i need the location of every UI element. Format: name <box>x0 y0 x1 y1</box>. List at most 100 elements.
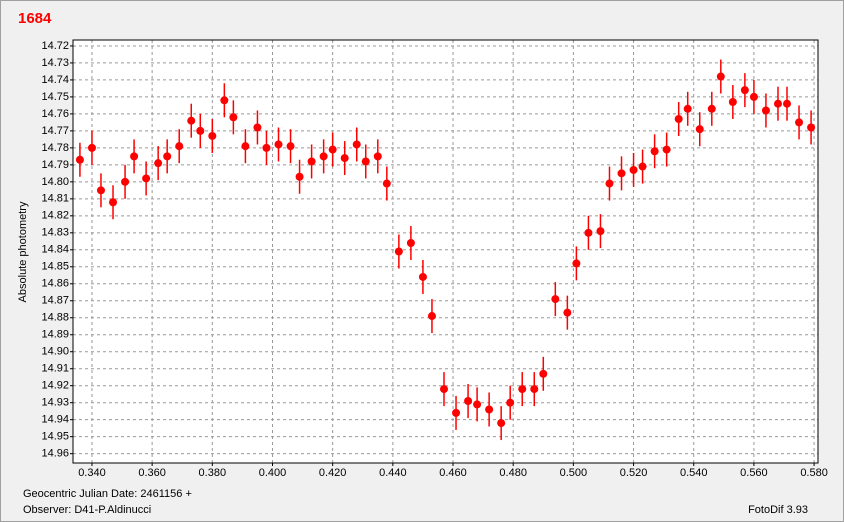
data-point <box>253 123 262 132</box>
x-tick-label: 0.460 <box>439 467 467 479</box>
observer-note: Observer: D41-P.Aldinucci <box>23 504 151 516</box>
data-point <box>773 99 782 108</box>
data-point <box>497 419 506 428</box>
y-tick-label: 14.85 <box>41 261 69 273</box>
y-tick-label: 14.80 <box>41 176 69 188</box>
data-point <box>130 152 139 161</box>
x-tick-label: 0.340 <box>78 467 106 479</box>
data-point <box>427 312 436 321</box>
y-tick-label: 14.93 <box>41 397 69 409</box>
x-tick-label: 0.400 <box>259 467 287 479</box>
data-point <box>638 162 647 171</box>
data-point <box>406 239 415 248</box>
y-tick-label: 14.82 <box>41 210 69 222</box>
y-tick-label: 14.90 <box>41 346 69 358</box>
data-point <box>229 113 238 122</box>
data-point <box>584 228 593 237</box>
data-point <box>539 369 548 378</box>
y-tick-label: 14.91 <box>41 363 69 375</box>
x-tick-label: 0.380 <box>199 467 227 479</box>
data-point <box>187 116 196 125</box>
data-point <box>352 140 361 149</box>
y-tick-label: 14.84 <box>41 244 69 256</box>
data-point <box>154 159 163 168</box>
data-point <box>274 140 283 149</box>
data-point <box>295 172 304 181</box>
data-point <box>740 86 749 95</box>
data-point <box>394 247 403 256</box>
data-point <box>452 408 461 417</box>
y-tick-label: 14.86 <box>41 278 69 290</box>
data-point <box>485 405 494 414</box>
data-point <box>807 123 816 132</box>
y-tick-label: 14.87 <box>41 295 69 307</box>
data-point <box>749 92 758 101</box>
y-tick-label: 14.89 <box>41 329 69 341</box>
data-point <box>551 295 560 304</box>
x-tick-label: 0.540 <box>680 467 708 479</box>
x-tick-label: 0.440 <box>379 467 407 479</box>
plot-area <box>73 40 818 463</box>
data-point <box>617 169 626 178</box>
data-point <box>109 198 118 207</box>
data-point <box>382 179 391 188</box>
x-tick-label: 0.580 <box>800 467 828 479</box>
data-point <box>761 106 770 115</box>
data-point <box>605 179 614 188</box>
data-point <box>142 174 151 183</box>
y-tick-label: 14.72 <box>41 40 69 52</box>
chart-title: 1684 <box>18 10 52 27</box>
x-tick-label: 0.520 <box>620 467 648 479</box>
x-tick-label: 0.480 <box>499 467 527 479</box>
y-tick-label: 14.88 <box>41 312 69 324</box>
data-point <box>439 385 448 394</box>
data-point <box>563 308 572 317</box>
y-tick-label: 14.94 <box>41 414 69 426</box>
data-point <box>716 72 725 81</box>
data-point <box>340 154 349 163</box>
data-point <box>707 104 716 113</box>
data-point <box>121 177 130 186</box>
y-tick-label: 14.95 <box>41 431 69 443</box>
data-point <box>307 157 316 166</box>
data-point <box>175 142 184 151</box>
data-point <box>506 398 515 407</box>
y-tick-label: 14.79 <box>41 159 69 171</box>
data-point <box>262 143 271 152</box>
data-point <box>596 227 605 236</box>
y-tick-label: 14.81 <box>41 193 69 205</box>
data-point <box>783 99 792 108</box>
y-tick-label: 14.73 <box>41 57 69 69</box>
y-tick-label: 14.83 <box>41 227 69 239</box>
y-tick-label: 14.96 <box>41 448 69 460</box>
data-point <box>464 396 473 405</box>
data-point <box>286 142 295 151</box>
y-tick-label: 14.92 <box>41 380 69 392</box>
software-note: FotoDif 3.93 <box>748 504 808 516</box>
data-point <box>328 145 337 154</box>
y-tick-label: 14.78 <box>41 142 69 154</box>
data-point <box>87 143 96 152</box>
data-point <box>196 126 205 135</box>
data-point <box>518 385 527 394</box>
data-point <box>695 125 704 134</box>
data-point <box>473 400 482 409</box>
data-point <box>728 98 737 107</box>
data-point <box>373 152 382 161</box>
x-tick-label: 0.420 <box>319 467 347 479</box>
x-tick-label: 0.360 <box>138 467 166 479</box>
y-axis-label: Absolute photometry <box>17 201 29 302</box>
y-tick-label: 14.76 <box>41 108 69 120</box>
data-point <box>572 259 581 268</box>
data-point <box>319 152 328 161</box>
data-point <box>662 145 671 154</box>
plot-border <box>72 39 819 464</box>
data-point <box>241 142 250 151</box>
data-point <box>795 118 804 127</box>
data-point <box>683 104 692 113</box>
x-tick-label: 0.560 <box>740 467 768 479</box>
data-point <box>361 157 370 166</box>
x-axis-label: Geocentric Julian Date: 2461156 + <box>23 488 192 500</box>
